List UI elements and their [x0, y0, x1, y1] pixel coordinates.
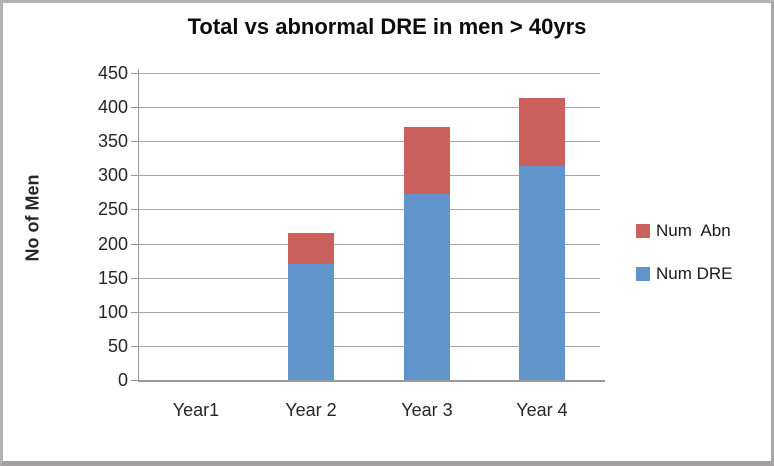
y-tick-mark-250: [131, 209, 138, 210]
legend-label: Num Abn: [656, 221, 731, 240]
gridline-100: [138, 312, 600, 313]
gridline-350: [138, 141, 600, 142]
y-tick-mark-150: [131, 278, 138, 279]
bar-year3-num-abn: [404, 126, 450, 194]
gridline-50: [138, 346, 600, 347]
gridline-150: [138, 278, 600, 279]
y-tick-label-350: 350: [97, 131, 128, 151]
y-tick-mark-450: [131, 73, 138, 74]
bar-year4-num-abn: [519, 98, 565, 167]
y-tick-mark-50: [131, 346, 138, 347]
y-tick-mark-350: [131, 141, 138, 142]
legend-swatch-icon: [636, 223, 650, 238]
y-tick-label-200: 200: [97, 234, 128, 254]
legend-item-num-dre: Num DRE: [636, 265, 733, 282]
chart-title: Total vs abnormal DRE in men > 40yrs: [187, 14, 587, 39]
x-tick-label-1: Year1: [172, 400, 220, 420]
x-axis-line: [138, 380, 605, 382]
y-tick-mark-300: [131, 175, 138, 176]
y-tick-label-0: 0: [117, 370, 128, 390]
y-tick-label-100: 100: [97, 302, 128, 322]
y-tick-mark-0: [131, 380, 138, 381]
legend: Num Abn Num DRE: [636, 222, 733, 308]
y-axis-line: [138, 69, 139, 380]
gridline-300: [138, 175, 600, 176]
gridline-450: [138, 73, 600, 74]
y-tick-mark-200: [131, 244, 138, 245]
x-tick-label-4: Year 4: [516, 400, 568, 420]
bar-year3-num-dre: [404, 193, 450, 380]
gridline-400: [138, 107, 600, 108]
y-tick-label-150: 150: [97, 268, 128, 288]
bar-year2-num-dre: [288, 264, 334, 380]
y-tick-label-300: 300: [97, 165, 128, 185]
gridline-250: [138, 209, 600, 210]
x-tick-label-3: Year 3: [401, 400, 453, 420]
y-tick-label-50: 50: [107, 336, 128, 356]
y-tick-mark-100: [131, 312, 138, 313]
legend-swatch-icon: [636, 266, 650, 281]
y-tick-label-450: 450: [97, 63, 128, 83]
bar-year4-num-dre: [519, 166, 565, 380]
x-tick-label-2: Year 2: [285, 400, 337, 420]
y-tick-mark-400: [131, 107, 138, 108]
y-tick-label-250: 250: [97, 199, 128, 219]
legend-label: Num DRE: [656, 264, 733, 283]
legend-item-num-abn: Num Abn: [636, 222, 733, 239]
gridline-200: [138, 244, 600, 245]
bar-year2-num-abn: [288, 233, 334, 264]
y-tick-label-400: 400: [97, 97, 128, 117]
y-axis-title-text: No of Men: [22, 174, 43, 262]
